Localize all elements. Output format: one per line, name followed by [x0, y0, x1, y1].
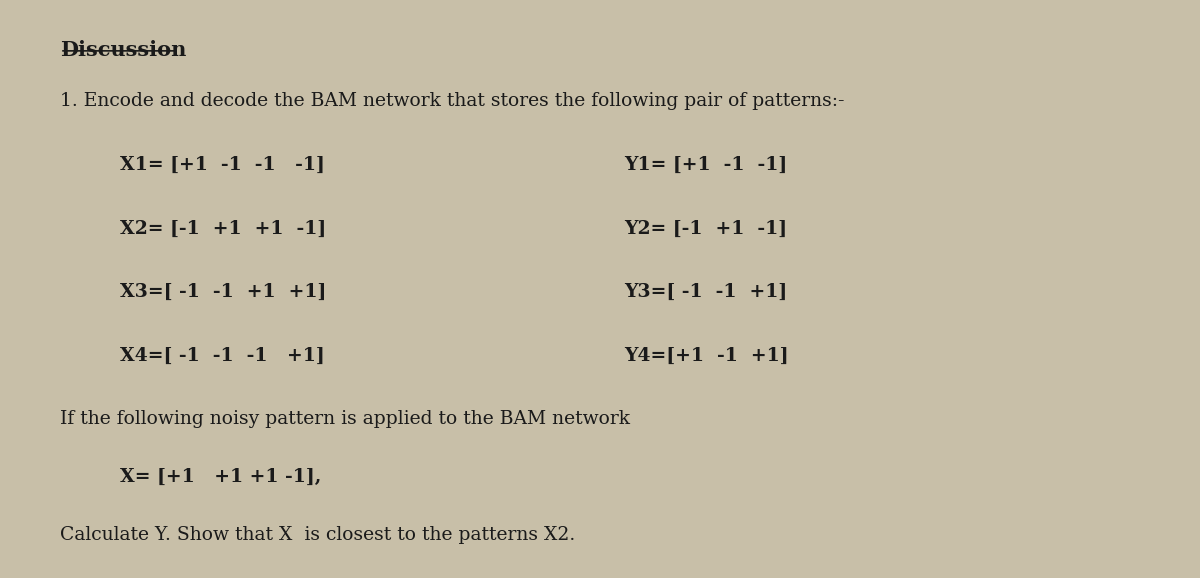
Text: X2= [-1  +1  +1  -1]: X2= [-1 +1 +1 -1]: [120, 220, 326, 238]
Text: X= [+1   +1 +1 -1],: X= [+1 +1 +1 -1],: [120, 468, 322, 486]
Text: Y1= [+1  -1  -1]: Y1= [+1 -1 -1]: [624, 156, 787, 174]
Text: X4=[ -1  -1  -1   +1]: X4=[ -1 -1 -1 +1]: [120, 347, 325, 365]
Text: If the following noisy pattern is applied to the BAM network: If the following noisy pattern is applie…: [60, 410, 630, 428]
Text: Calculate Y. Show that X  is closest to the patterns X2.: Calculate Y. Show that X is closest to t…: [60, 526, 575, 544]
Text: Y2= [-1  +1  -1]: Y2= [-1 +1 -1]: [624, 220, 787, 238]
Text: X3=[ -1  -1  +1  +1]: X3=[ -1 -1 +1 +1]: [120, 283, 326, 301]
Text: Y4=[+1  -1  +1]: Y4=[+1 -1 +1]: [624, 347, 788, 365]
Text: X1= [+1  -1  -1   -1]: X1= [+1 -1 -1 -1]: [120, 156, 325, 174]
Text: 1. Encode and decode the BAM network that stores the following pair of patterns:: 1. Encode and decode the BAM network tha…: [60, 92, 845, 110]
Text: Discussion: Discussion: [60, 40, 186, 61]
Text: Y3=[ -1  -1  +1]: Y3=[ -1 -1 +1]: [624, 283, 787, 301]
